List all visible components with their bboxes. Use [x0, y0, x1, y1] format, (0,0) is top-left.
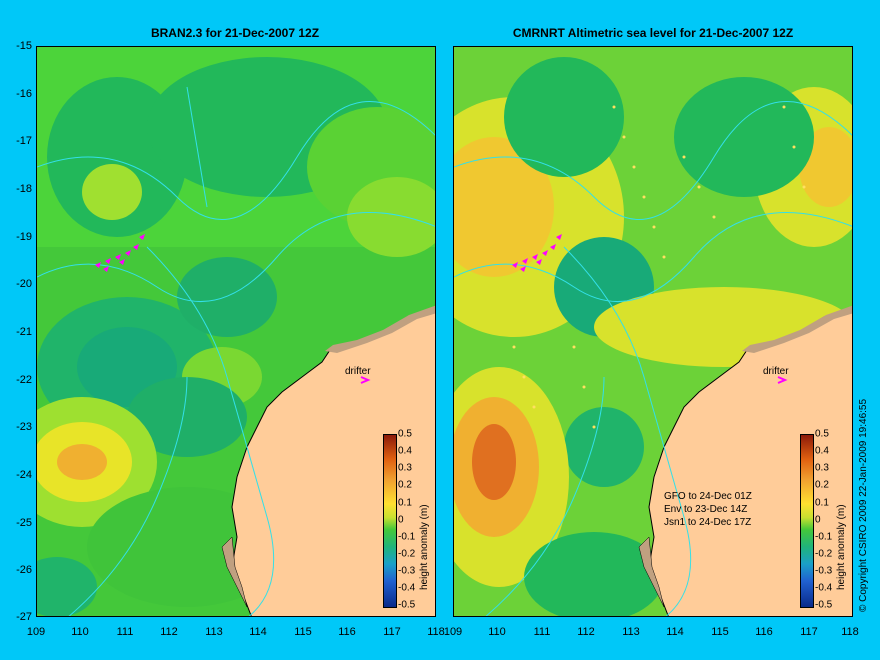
colorbar-tick: -0.1: [398, 531, 416, 543]
x-tick: 114: [249, 626, 267, 638]
x-tick: 110: [71, 626, 89, 638]
x-tick: 112: [160, 626, 178, 638]
right-drifter-tracks: [512, 234, 562, 272]
x-tick: 112: [577, 626, 595, 638]
y-tick: -17: [16, 135, 32, 147]
left-map-title: BRAN2.3 for 21-Dec-2007 12Z: [150, 26, 320, 40]
drifter-label: drifter: [763, 366, 789, 377]
y-tick: -22: [16, 374, 32, 386]
y-tick: -16: [16, 88, 32, 100]
y-tick: -18: [16, 183, 32, 195]
satellite-note: Env to 23-Dec 14Z: [664, 504, 748, 515]
x-tick: 111: [116, 626, 134, 638]
x-tick: 113: [622, 626, 640, 638]
y-tick: -20: [16, 278, 32, 290]
colorbar-tick: -0.3: [815, 565, 833, 577]
colorbar-tick: 0.5: [398, 428, 412, 440]
right-map-title: CMRNRT Altimetric sea level for 21-Dec-2…: [512, 26, 794, 40]
colorbar-tick: -0.2: [815, 548, 833, 560]
y-tick: -23: [16, 421, 32, 433]
copyright-text: © Copyright CSIRO 2009 22-Jan-2009 19:46…: [858, 398, 869, 612]
colorbar-label: height anomaly (m): [836, 504, 847, 590]
satellite-note: Jsn1 to 24-Dec 17Z: [664, 517, 752, 528]
colorbar-tick: -0.3: [398, 565, 416, 577]
colorbar-tick: -0.4: [398, 582, 416, 594]
x-tick: 118: [427, 626, 445, 638]
x-tick: 109: [443, 626, 463, 638]
colorbar-tick: 0.1: [398, 497, 412, 509]
y-tick: -25: [16, 517, 32, 529]
colorbar-left: [383, 434, 397, 608]
x-tick: 109: [26, 626, 46, 638]
colorbar-tick: 0.2: [815, 479, 829, 491]
colorbar-right: [800, 434, 814, 608]
x-tick: 115: [711, 626, 729, 638]
colorbar-tick: 0.3: [815, 462, 829, 474]
y-tick: -24: [16, 469, 32, 481]
x-tick: 114: [666, 626, 684, 638]
drifter-label: drifter: [345, 366, 371, 377]
colorbar-tick: 0.2: [398, 479, 412, 491]
altimeter-tracks: [512, 105, 806, 429]
left-drifter-tracks: [95, 234, 145, 272]
colorbar-tick: 0.3: [398, 462, 412, 474]
x-tick: 111: [533, 626, 551, 638]
x-tick: 116: [755, 626, 773, 638]
y-tick: -26: [16, 564, 32, 576]
colorbar-tick: 0.4: [815, 445, 829, 457]
y-tick: -15: [16, 40, 32, 52]
colorbar-label: height anomaly (m): [419, 504, 430, 590]
right-map-panel: [453, 46, 853, 617]
colorbar-tick: -0.2: [398, 548, 416, 560]
colorbar-tick: 0.5: [815, 428, 829, 440]
colorbar-tick: -0.1: [815, 531, 833, 543]
y-tick: -19: [16, 231, 32, 243]
colorbar-tick: -0.4: [815, 582, 833, 594]
left-map-panel: [36, 46, 436, 617]
colorbar-tick: -0.5: [815, 599, 833, 611]
x-tick: 117: [800, 626, 818, 638]
satellite-note: GFO to 24-Dec 01Z: [664, 491, 752, 502]
colorbar-tick: 0: [398, 514, 404, 526]
colorbar-tick: 0: [815, 514, 821, 526]
x-tick: 113: [205, 626, 223, 638]
x-tick: 116: [338, 626, 356, 638]
x-tick: 115: [294, 626, 312, 638]
x-tick: 110: [488, 626, 506, 638]
x-tick: 117: [383, 626, 401, 638]
colorbar-tick: -0.5: [398, 599, 416, 611]
x-tick: 118: [841, 626, 859, 638]
y-tick: -27: [16, 611, 32, 623]
colorbar-tick: 0.4: [398, 445, 412, 457]
colorbar-tick: 0.1: [815, 497, 829, 509]
y-tick: -21: [16, 326, 32, 338]
